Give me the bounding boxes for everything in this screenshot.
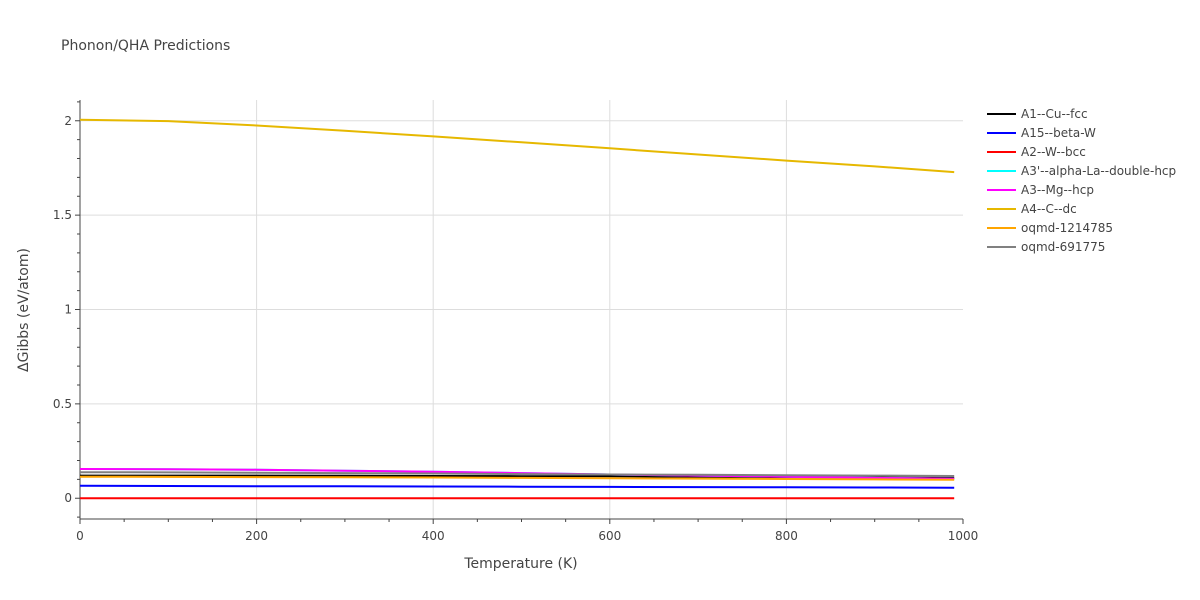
legend-label: A4--C--dc xyxy=(1021,202,1077,216)
x-tick-label: 200 xyxy=(245,529,268,543)
series-line-a15-beta-w xyxy=(79,484,955,489)
legend-item-a15-beta-w[interactable]: A15--beta-W xyxy=(987,126,1096,140)
grid xyxy=(80,100,963,519)
y-tick-label: 1.5 xyxy=(53,208,72,222)
y-axis-title: ΔGibbs (eV/atom) xyxy=(16,248,32,372)
legend-item-oqmd-1214785[interactable]: oqmd-1214785 xyxy=(987,221,1113,235)
legend[interactable]: A1--Cu--fcc A15--beta-W A2--W--bcc A3'--alp… xyxy=(987,107,1176,254)
legend-item-a3-mg-hcp[interactable]: A3--Mg--hcp xyxy=(987,183,1094,197)
legend-label: A1--Cu--fcc xyxy=(1021,107,1088,121)
legend-label: A15--beta-W xyxy=(1021,126,1096,140)
legend-item-a1-cu-fcc[interactable]: A1--Cu--fcc xyxy=(987,107,1088,121)
legend-label: A2--W--bcc xyxy=(1021,145,1086,159)
y-tick-label: 0.5 xyxy=(53,397,72,411)
series-line-oqmd-1214785 xyxy=(79,475,955,481)
series-lines xyxy=(79,118,955,500)
legend-item-a3-alpha-la-double-hcp[interactable]: A3'--alpha-La--double-hcp xyxy=(987,164,1176,178)
x-tick-label: 800 xyxy=(775,529,798,543)
legend-label: oqmd-1214785 xyxy=(1021,221,1113,235)
x-tick-label: 1000 xyxy=(948,529,979,543)
x-axis-title: Temperature (K) xyxy=(463,556,577,572)
y-tick-label: 0 xyxy=(64,491,72,505)
legend-item-oqmd-691775[interactable]: oqmd-691775 xyxy=(987,240,1105,254)
x-tick-label: 400 xyxy=(422,529,445,543)
x-tick-label: 0 xyxy=(76,529,84,543)
legend-item-a2-w-bcc[interactable]: A2--W--bcc xyxy=(987,145,1086,159)
series-line-a4-c-dc xyxy=(79,118,955,174)
legend-label: A3--Mg--hcp xyxy=(1021,183,1094,197)
legend-item-a4-c-dc[interactable]: A4--C--dc xyxy=(987,202,1077,216)
chart-title: Phonon/QHA Predictions xyxy=(61,38,230,54)
y-tick-label: 2 xyxy=(64,114,72,128)
legend-label: A3'--alpha-La--double-hcp xyxy=(1021,164,1176,178)
x-tick-label: 600 xyxy=(598,529,621,543)
series-line-oqmd-691775 xyxy=(79,471,955,477)
y-tick-label: 1 xyxy=(64,303,72,317)
legend-label: oqmd-691775 xyxy=(1021,240,1105,254)
axes: 0 200 400 600 800 1000 0 0.5 1 1.5 2 xyxy=(53,100,978,543)
